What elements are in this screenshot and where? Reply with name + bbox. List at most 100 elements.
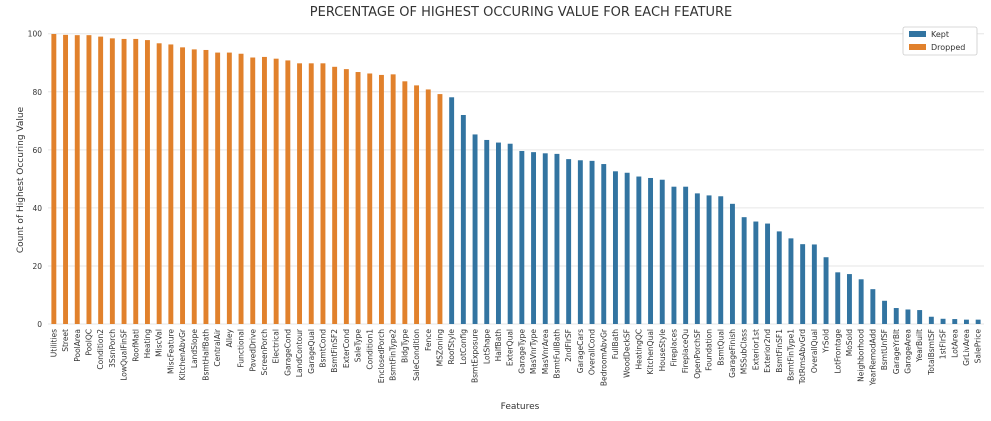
x-tick-label: WoodDeckSF <box>623 329 632 378</box>
x-tick-label: MoSold <box>845 329 854 356</box>
x-tick-label: FireplaceQu <box>681 329 690 373</box>
bar-OverallQual <box>811 244 817 324</box>
x-tick-label: HouseStyle <box>658 329 667 372</box>
x-tick-label: BsmtFinSF1 <box>775 329 784 373</box>
x-tick-label: TotalBsmtSF <box>927 329 936 376</box>
bar-OverallCond <box>589 160 595 324</box>
x-tick-label: Exterior2nd <box>763 329 772 373</box>
bar-SaleType <box>355 72 361 324</box>
bar-Functional <box>238 53 244 325</box>
x-tick-label: TotRmsAbvGrd <box>798 329 807 385</box>
x-tick-label: BedroomAbvGr <box>599 328 608 386</box>
bar-BsmtFinType1 <box>788 238 794 324</box>
bar-MasVnrType <box>531 152 537 324</box>
bar-YearBuilt <box>917 310 923 324</box>
x-tick-label: 1stFlrSF <box>939 329 948 359</box>
bar-BsmtCond <box>320 63 326 324</box>
x-tick-label: 3SsnPorch <box>108 329 117 368</box>
bar-GarageArea <box>905 309 911 324</box>
x-tick-label: MiscFeature <box>166 329 175 374</box>
x-tick-label: HeatingQC <box>634 329 643 370</box>
bar-BldgType <box>402 81 408 325</box>
x-tick-label: FullBath <box>611 329 620 360</box>
bar-LotArea <box>952 319 958 324</box>
x-tick-label: CentralAir <box>213 328 222 367</box>
bar-Fireplaces <box>671 186 677 324</box>
x-tick-label: BsmtFinType2 <box>389 329 398 381</box>
bar-KitchenAbvGr <box>180 47 186 325</box>
x-tick-label: MiscVal <box>155 329 164 357</box>
bar-Heating <box>144 40 150 324</box>
x-tick-label: PoolArea <box>73 329 82 362</box>
x-tick-label: Foundation <box>705 329 714 371</box>
bar-MasVnrArea <box>542 153 548 324</box>
bars <box>51 33 981 325</box>
legend-swatch-kept <box>909 31 926 37</box>
x-tick-label: Condition1 <box>365 329 374 370</box>
x-tick-label: GarageType <box>517 329 526 374</box>
bar-GarageCond <box>285 60 291 325</box>
bar-PavedDrive <box>250 57 256 324</box>
x-tick-label: KitchenQual <box>646 329 655 375</box>
bar-Condition1 <box>367 73 373 324</box>
x-tick-label: 2ndFlrSF <box>564 329 573 362</box>
y-tick-labels: 0 20 40 60 80 100 <box>28 30 43 329</box>
x-tick-label: LowQualFinSF <box>120 329 129 381</box>
x-tick-label: LandContour <box>295 328 304 377</box>
x-tick-label: LotArea <box>950 329 959 358</box>
bar-GarageType <box>519 150 525 324</box>
x-tick-label: MasVnrType <box>529 329 538 375</box>
x-tick-label: Street <box>61 329 70 352</box>
x-tick-label: SaleType <box>354 329 363 363</box>
bar-FireplaceQu <box>683 186 689 324</box>
bar-BsmtFinType2 <box>390 74 396 324</box>
x-tick-label: OpenPorchSF <box>693 329 702 379</box>
x-tick-label: BsmtFinType1 <box>786 329 795 381</box>
bar-ScreenPorch <box>261 56 267 324</box>
x-tick-label: SalePrice <box>974 329 983 364</box>
y-axis-label: Count of Highest Occuring Value <box>16 106 26 253</box>
bar-LotFrontage <box>835 272 841 324</box>
bar-ExterCond <box>343 69 349 325</box>
legend: Kept Dropped <box>902 26 978 56</box>
x-tick-label: YearRemodAdd <box>868 329 877 387</box>
bar-RoofStyle <box>449 97 455 324</box>
bar-HeatingQC <box>636 176 642 324</box>
bar-SaleCondition <box>414 85 420 324</box>
x-tick-labels: Utilities Street PoolArea PoolQC Condition2 3… <box>49 328 982 386</box>
x-tick-label: GarageArea <box>903 329 912 374</box>
x-tick-label: BsmtHalfBath <box>201 329 210 381</box>
x-tick-label: BsmtFullBath <box>552 329 561 379</box>
bar-BsmtExposure <box>472 134 478 324</box>
bar-WoodDeckSF <box>624 172 630 324</box>
bar-LandContour <box>297 63 303 324</box>
bar-CentralAir <box>215 52 221 325</box>
y-tick-label: 60 <box>32 146 42 155</box>
bar-LotShape <box>484 139 490 324</box>
bar-Electrical <box>273 58 279 324</box>
legend-swatch-dropped <box>909 44 926 50</box>
x-tick-label: GarageQual <box>307 329 316 374</box>
x-tick-label: RoofMatl <box>131 329 140 362</box>
x-tick-label: EnclosedPorch <box>377 329 386 383</box>
bar-TotRmsAbvGrd <box>800 244 806 324</box>
x-tick-label: Utilities <box>49 329 58 357</box>
bar-EnclosedPorch <box>378 74 384 324</box>
x-tick-label: GarageFinish <box>728 329 737 378</box>
x-tick-label: YearBuilt <box>915 329 924 363</box>
bar-LandSlope <box>191 49 197 325</box>
bar-MSSubClass <box>741 217 747 324</box>
x-tick-label: RoofStyle <box>447 329 456 365</box>
x-tick-label: OverallQual <box>810 329 819 373</box>
gridlines <box>48 33 984 325</box>
bar-BsmtQual <box>718 196 724 324</box>
y-tick-label: 100 <box>28 30 43 39</box>
bar-HouseStyle <box>659 179 665 324</box>
bar-GarageCars <box>577 160 583 324</box>
bar-BsmtHalfBath <box>203 49 209 324</box>
bar-MoSold <box>846 274 852 324</box>
bar-YrSold <box>823 257 829 324</box>
bar-Alley <box>226 52 232 325</box>
x-tick-label: LotFrontage <box>833 329 842 374</box>
x-tick-label: GrLivArea <box>962 329 971 366</box>
